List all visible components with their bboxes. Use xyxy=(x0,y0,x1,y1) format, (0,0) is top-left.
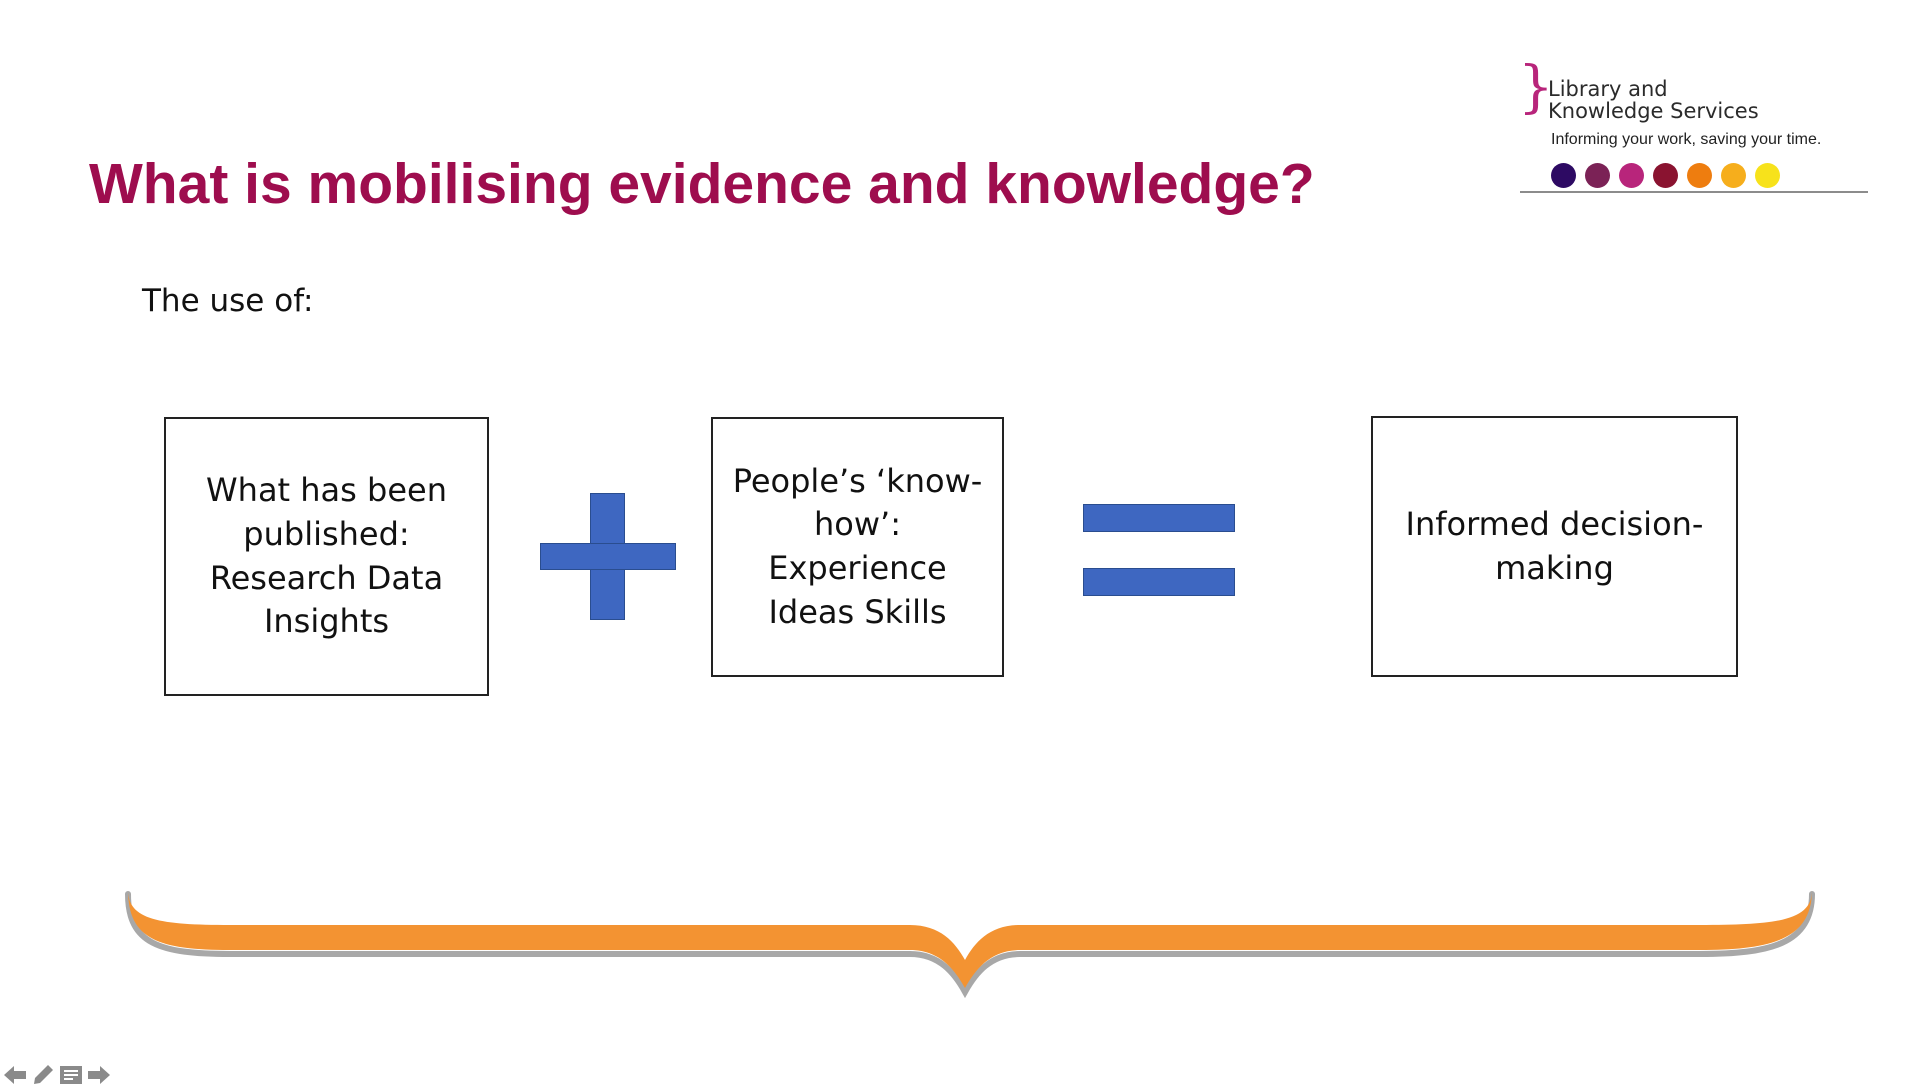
logo-dot xyxy=(1687,163,1712,188)
curly-brace-icon xyxy=(125,890,1815,999)
logo-name-line1: Library and xyxy=(1548,77,1668,101)
forward-arrow-icon[interactable] xyxy=(87,1062,111,1088)
slide-menu-icon[interactable] xyxy=(59,1062,83,1088)
equals-icon-top-bar xyxy=(1083,504,1235,532)
slideshow-nav-toolbar xyxy=(3,1062,111,1088)
published-evidence-box: What has been published: Research Data I… xyxy=(164,417,489,696)
logo-dot xyxy=(1755,163,1780,188)
intro-text: The use of: xyxy=(142,283,314,319)
curly-brace-shadow xyxy=(125,891,1815,999)
logo-dot xyxy=(1619,163,1644,188)
logo-tagline: Informing your work, saving your time. xyxy=(1551,131,1822,148)
logo-dot xyxy=(1653,163,1678,188)
logo-name-line2: Knowledge Services xyxy=(1548,99,1759,123)
logo-dot xyxy=(1551,163,1576,188)
published-evidence-text: What has been published: Research Data I… xyxy=(206,471,447,641)
plus-icon-horizontal-bar xyxy=(540,543,676,570)
informed-decision-box: Informed decision- making xyxy=(1371,416,1738,677)
know-how-box: People’s ‘know- how’: Experience Ideas S… xyxy=(711,417,1004,677)
logo-dot xyxy=(1585,163,1610,188)
informed-decision-text: Informed decision- making xyxy=(1405,504,1704,587)
slide-title: What is mobilising evidence and knowledg… xyxy=(89,152,1315,216)
back-arrow-icon[interactable] xyxy=(3,1062,27,1088)
logo-divider xyxy=(1520,191,1868,193)
equals-icon-bottom-bar xyxy=(1083,568,1235,596)
logo-dot xyxy=(1721,163,1746,188)
logo-bracket-icon: } xyxy=(1518,55,1554,120)
logo-dots xyxy=(1551,163,1780,188)
know-how-text: People’s ‘know- how’: Experience Ideas S… xyxy=(732,461,983,631)
curly-brace-body xyxy=(128,890,1812,988)
pen-icon[interactable] xyxy=(31,1062,55,1088)
library-services-logo: } Library and Knowledge Services Informi… xyxy=(1515,60,1870,200)
